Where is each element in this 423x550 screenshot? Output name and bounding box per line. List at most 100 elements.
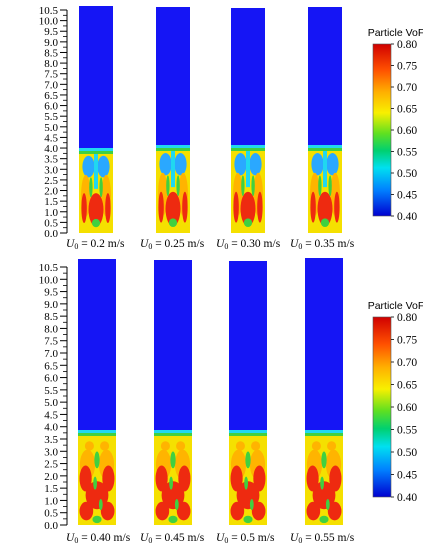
interface-band [229, 430, 267, 433]
transition-zone [325, 498, 330, 511]
axis-tick-label: 10.0 [39, 274, 59, 286]
caption-value: = 0.35 m/s [302, 238, 355, 250]
axis-tick-label: 2.0 [44, 186, 58, 198]
velocity-caption: U0 = 0.25 m/s [140, 238, 204, 251]
colorbar-tick-label: 0.50 [397, 447, 417, 459]
transition-zone [318, 175, 322, 197]
axis-tick-label: 8.5 [44, 47, 58, 59]
transition-zone [166, 175, 170, 197]
axis-tick-label: 9.0 [44, 37, 58, 49]
dense-zone [81, 193, 87, 224]
transition-zone [168, 515, 178, 524]
column-plot [78, 259, 116, 525]
colorbar-tick-label: 0.55 [397, 425, 417, 437]
axis-tick-label: 8.0 [44, 323, 58, 335]
interface-band [78, 436, 116, 439]
axis-tick-label: 8.5 [44, 311, 58, 323]
interface-band [79, 151, 113, 154]
colorbar-tick-label: 0.40 [397, 492, 417, 504]
distributor-zone [231, 229, 265, 233]
interface-band [154, 433, 192, 436]
bubble [311, 153, 324, 176]
colorbar-tick-label: 0.45 [397, 190, 417, 202]
transition-zone [249, 498, 254, 511]
distributor-zone [156, 229, 190, 233]
axis-tick-label: 3.5 [44, 434, 58, 446]
caption-subscript: 0 [298, 536, 303, 545]
axis-tick-label: 7.0 [44, 79, 58, 91]
height-axis: 10.510.09.59.08.58.07.57.06.56.05.55.04.… [39, 5, 68, 240]
interface-band [229, 436, 267, 439]
dense-zone [85, 481, 109, 510]
colorbar-gradient [372, 316, 392, 498]
caption-symbol: U [140, 238, 149, 250]
dense-zone [100, 501, 115, 521]
caption-symbol: U [290, 532, 299, 544]
colorbar-tick-label: 0.75 [397, 61, 417, 73]
axis-tick-label: 9.0 [44, 299, 58, 311]
transition-zone [92, 515, 102, 524]
axis-tick-label: 0.0 [44, 520, 58, 532]
column-plot [305, 258, 343, 525]
interface-band [231, 145, 265, 148]
top-panel: 10.5 10.0 9.5 9.0 8.5 8.0 7.5 7.0 6.5 6.0 5.5 5.0 4.… [0, 0, 423, 255]
transition-zone [320, 218, 330, 227]
dense-zone [165, 191, 181, 227]
axis-tick-label: 1.5 [44, 196, 58, 208]
axis-tick-label: 3.0 [44, 164, 58, 176]
axis-tick-label: 3.5 [44, 154, 58, 166]
axis-tick-label: 9.5 [44, 26, 58, 38]
axis-tick-label: 7.5 [44, 69, 58, 81]
axis-tick-label: 1.5 [44, 483, 58, 495]
dense-zone [161, 481, 185, 510]
column-plot [79, 6, 113, 233]
axis-tick-label: 7.5 [44, 336, 58, 348]
caption-value: = 0.2 m/s [78, 238, 125, 250]
caption-value: = 0.5 m/s [228, 532, 275, 544]
dense-zone [176, 441, 186, 451]
caption-symbol: U [140, 532, 149, 544]
dense-zone [235, 441, 245, 451]
axis-tick-label: 2.5 [44, 459, 58, 471]
axis-tick-label: 3.0 [44, 446, 58, 458]
dense-zone [312, 481, 336, 510]
transition-zone [98, 498, 103, 511]
bubble [174, 153, 187, 176]
bottom-panel: 10.5 10.0 9.5 9.0 8.5 8.0 7.5 7.0 6.5 6.0 5.5 5.0 4.… [0, 255, 423, 550]
caption-subscript: 0 [74, 242, 79, 251]
axis-tick-label: 4.0 [44, 143, 58, 155]
dense-zone [182, 191, 188, 223]
velocity-caption: U0 = 0.2 m/s [66, 238, 124, 251]
interface-band [78, 433, 116, 436]
bubble-wake [323, 151, 327, 188]
dense-zone [236, 481, 260, 510]
axis-tick-label: 6.0 [44, 373, 58, 385]
transition-zone [176, 175, 180, 197]
axis-tick-label: 8.0 [44, 58, 58, 70]
transition-zone [244, 476, 249, 490]
transition-zone [169, 476, 174, 490]
dense-zone [230, 501, 245, 521]
interface-band [156, 145, 190, 148]
transition-zone [99, 177, 103, 198]
dense-zone [160, 441, 170, 451]
axis-tick-label: 10.5 [39, 262, 59, 274]
colorbar-tick-label: 0.65 [397, 380, 417, 392]
dense-zone [327, 441, 337, 451]
transition-zone [243, 218, 253, 227]
axis-tick-label: 5.0 [44, 397, 58, 409]
interface-band [156, 148, 190, 151]
dense-zone [306, 465, 319, 492]
column-plot [229, 261, 267, 525]
bubble [249, 153, 262, 176]
transition-zone [251, 175, 255, 197]
axis-tick-label: 4.0 [44, 422, 58, 434]
interface-band [78, 430, 116, 433]
transition-zone [321, 451, 327, 469]
transition-zone [91, 218, 101, 228]
dense-zone [311, 441, 321, 451]
dense-zone [84, 441, 94, 451]
interface-band [231, 148, 265, 151]
velocity-caption: U0 = 0.45 m/s [140, 532, 204, 545]
